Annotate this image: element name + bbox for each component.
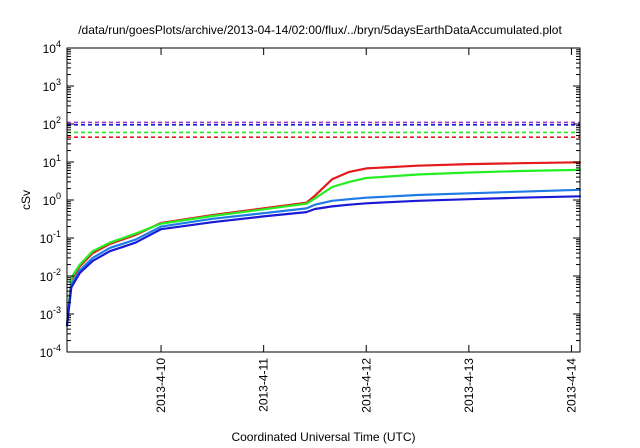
plot-frame bbox=[66, 47, 581, 353]
y-tick-label: 10-3 bbox=[40, 305, 61, 322]
y-tick-label-base: 10 bbox=[43, 42, 57, 56]
y-tick-label-base: 10 bbox=[40, 232, 54, 246]
y-tick-label-base: 10 bbox=[40, 270, 54, 284]
y-tick-label-exp: 0 bbox=[56, 191, 61, 201]
y-tick-label-exp: 1 bbox=[56, 153, 61, 163]
x-axis-label: Coordinated Universal Time (UTC) bbox=[231, 430, 415, 444]
y-tick-label: 10-2 bbox=[40, 267, 61, 284]
y-tick-label-exp: -4 bbox=[53, 343, 61, 353]
y-tick-label: 10-1 bbox=[40, 229, 61, 246]
chart-marks bbox=[65, 121, 582, 327]
y-tick-label-base: 10 bbox=[43, 80, 57, 94]
y-tick-label: 100 bbox=[43, 191, 61, 208]
y-tick-label-base: 10 bbox=[40, 346, 54, 360]
axes: 10-410-310-210-11001011021031042013-4-10… bbox=[40, 39, 580, 413]
y-tick-label-exp: -2 bbox=[53, 267, 61, 277]
y-tick-label: 101 bbox=[43, 153, 61, 170]
series-line bbox=[65, 168, 582, 327]
chart-title: /data/run/goesPlots/archive/2013-04-14/0… bbox=[78, 23, 562, 37]
series-line bbox=[65, 195, 582, 327]
x-tick-label: 2013-4-14 bbox=[564, 358, 578, 413]
y-tick-label: 103 bbox=[43, 77, 61, 94]
y-tick-label: 104 bbox=[43, 39, 61, 56]
y-tick-label-base: 10 bbox=[43, 194, 57, 208]
y-tick-label-exp: -1 bbox=[53, 229, 61, 239]
x-tick-label: 2013-4-13 bbox=[462, 358, 476, 413]
y-tick-label-base: 10 bbox=[43, 118, 57, 132]
y-tick-label-exp: -3 bbox=[53, 305, 61, 315]
y-axis-label: cSv bbox=[19, 190, 33, 210]
y-tick-label-base: 10 bbox=[40, 308, 54, 322]
x-tick-label: 2013-4-10 bbox=[154, 358, 168, 413]
y-tick-label-exp: 4 bbox=[56, 39, 61, 49]
y-tick-label: 102 bbox=[43, 115, 61, 132]
y-tick-label-base: 10 bbox=[43, 156, 57, 170]
y-tick-label-exp: 2 bbox=[56, 115, 61, 125]
x-tick-label: 2013-4-11 bbox=[257, 358, 271, 412]
series-line bbox=[65, 188, 582, 327]
x-tick-label: 2013-4-12 bbox=[359, 358, 373, 413]
y-tick-label: 10-4 bbox=[40, 343, 61, 360]
y-tick-label-exp: 3 bbox=[56, 77, 61, 87]
series-line bbox=[65, 161, 582, 327]
